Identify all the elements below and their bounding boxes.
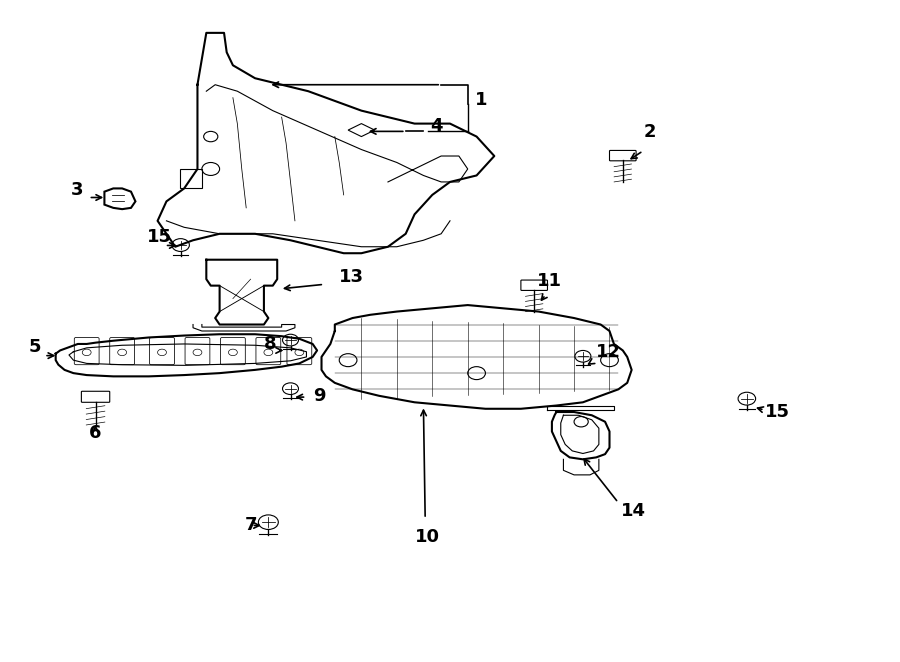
Text: 15: 15 [147,228,172,246]
Text: 11: 11 [536,271,562,290]
Text: 7: 7 [245,516,256,534]
Text: 9: 9 [312,387,325,405]
Bar [180,169,202,189]
Text: 8: 8 [264,335,276,353]
Text: 4: 4 [430,117,443,136]
Text: 2: 2 [644,122,656,140]
Text: 13: 13 [339,268,365,287]
Text: 14: 14 [621,502,646,520]
Text: 5: 5 [29,338,41,355]
Text: 3: 3 [71,181,83,199]
Text: 1: 1 [475,91,487,109]
Text: 10: 10 [415,528,439,545]
Text: 6: 6 [88,424,101,442]
Text: 12: 12 [596,343,621,361]
Text: 15: 15 [765,402,789,420]
